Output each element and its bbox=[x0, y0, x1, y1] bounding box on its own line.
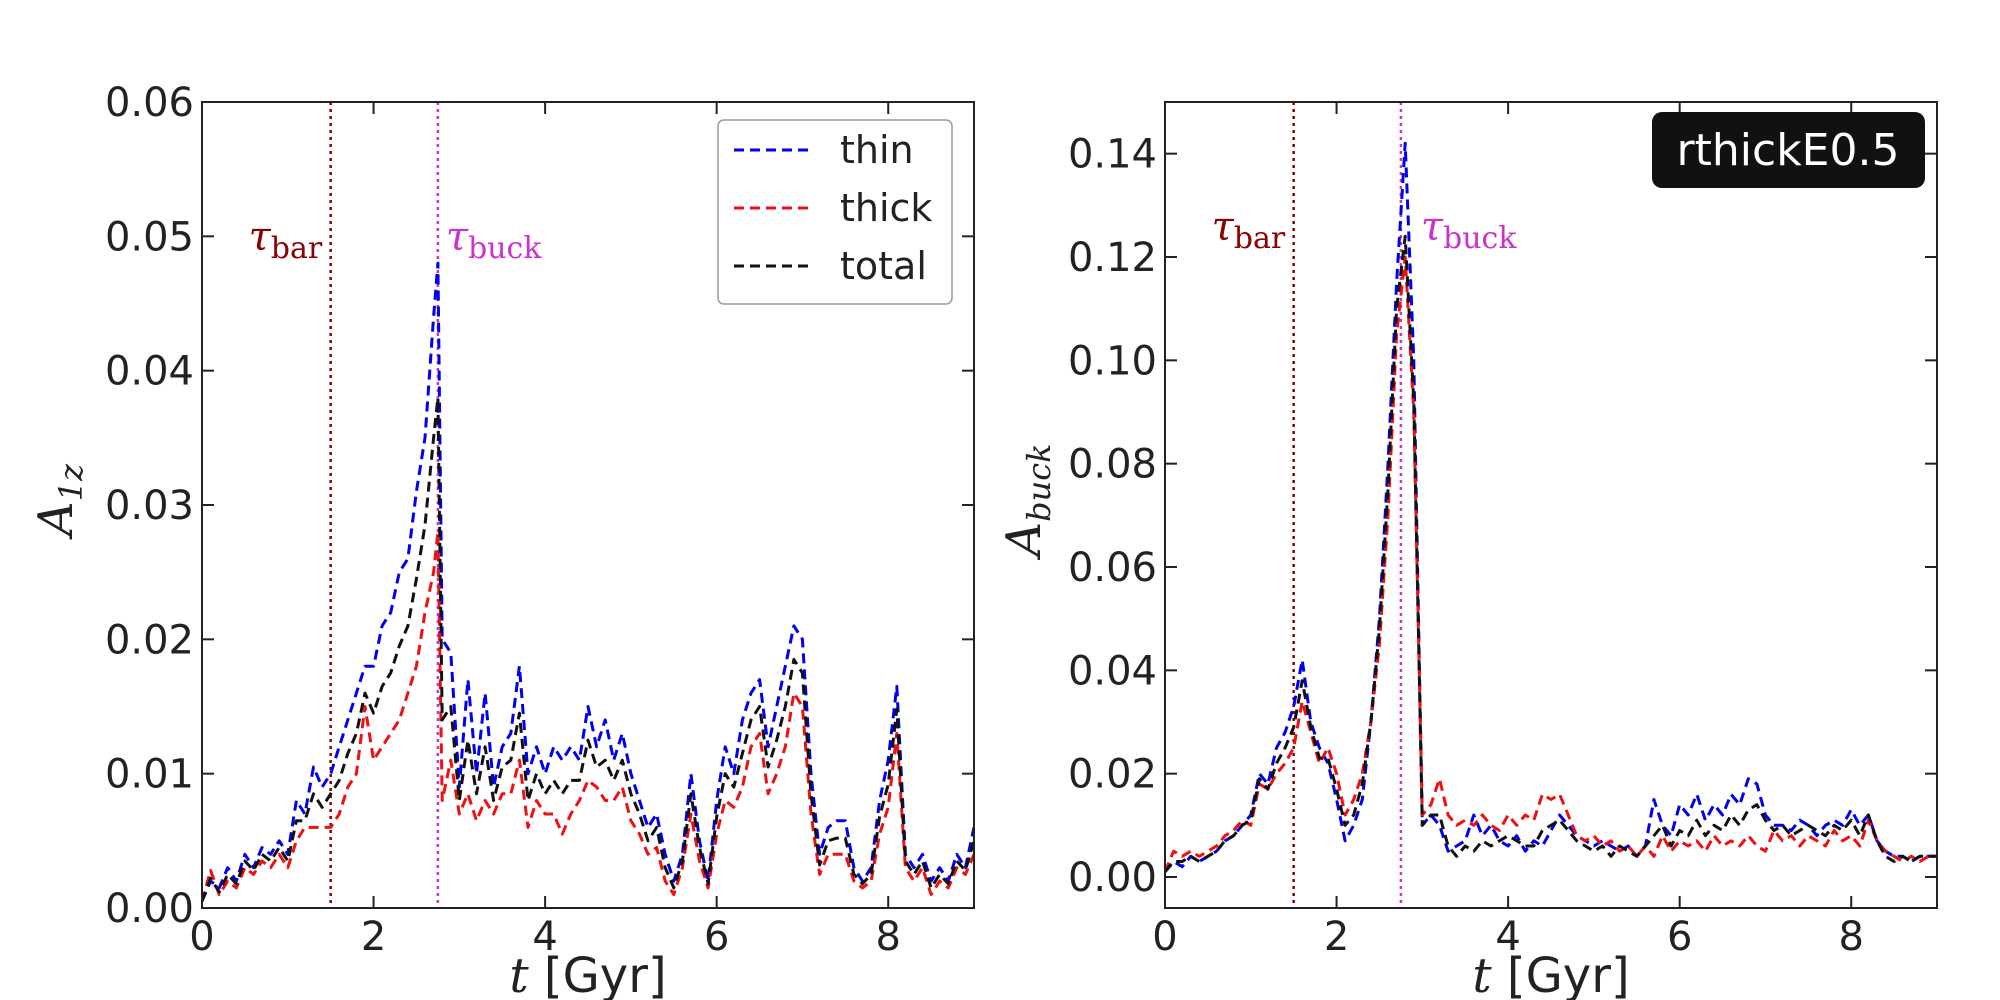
y-tick-label: 0.14 bbox=[1068, 132, 1157, 178]
y-axis-label: A1z bbox=[28, 463, 90, 540]
series-line-thick bbox=[202, 530, 974, 902]
x-tick-label: 0 bbox=[1152, 914, 1177, 960]
x-axis-label: t [Gyr] bbox=[509, 948, 666, 1000]
series-line-total bbox=[1165, 234, 1937, 873]
y-tick-label: 0.04 bbox=[105, 349, 194, 395]
y-tick-label: 0.05 bbox=[105, 214, 194, 260]
right-panel: 0 2 4 6 8 0.00 0.02 0.04 0.06 0.08 0.10 0.12 0.14 t [… bbox=[996, 101, 1938, 1000]
x-tick-label: 8 bbox=[1838, 914, 1863, 960]
y-tick-label: 0.06 bbox=[105, 80, 194, 126]
legend-box bbox=[717, 119, 953, 305]
y-tick-label: 0.02 bbox=[1068, 752, 1157, 798]
legend-label-total: total bbox=[840, 244, 927, 288]
x-tick-label: 6 bbox=[1667, 914, 1692, 960]
series-line-thick bbox=[1165, 255, 1937, 873]
y-tick-label: 0.04 bbox=[1068, 648, 1157, 694]
x-tick-label: 8 bbox=[875, 914, 900, 960]
y-axis-label: Abuck bbox=[996, 443, 1058, 560]
y-tick-label: 0.12 bbox=[1068, 235, 1157, 281]
y-tick-label: 0.01 bbox=[105, 752, 194, 798]
y-tick-label: 0.08 bbox=[1068, 442, 1157, 488]
legend: thin thick total bbox=[717, 119, 953, 305]
x-tick-label: 6 bbox=[704, 914, 729, 960]
y-tick-label: 0.10 bbox=[1068, 338, 1157, 384]
annotation-tau-bar: τbar bbox=[249, 214, 323, 266]
annotation-tau-buck: τbuck bbox=[1421, 204, 1517, 256]
x-tick-label: 4 bbox=[532, 914, 557, 960]
x-tick-label: 4 bbox=[1495, 914, 1520, 960]
badge-label: rthickE0.5 bbox=[1677, 125, 1900, 176]
x-tick-label: 0 bbox=[189, 914, 214, 960]
legend-label-thick: thick bbox=[840, 186, 932, 230]
series-line-thin bbox=[202, 261, 974, 902]
series-group bbox=[202, 261, 974, 902]
x-tick-label: 2 bbox=[361, 914, 386, 960]
y-tick-label: 0.06 bbox=[1068, 545, 1157, 591]
series-group bbox=[1165, 141, 1937, 873]
left-panel: 0 2 4 6 8 0.00 0.01 0.02 0.03 0.04 0.05 0.06 t [Gyr]… bbox=[28, 80, 975, 1000]
annotation-tau-bar: τbar bbox=[1212, 204, 1286, 256]
badge: rthickE0.5 bbox=[1652, 112, 1925, 188]
x-tick-label: 2 bbox=[1324, 914, 1349, 960]
legend-label-thin: thin bbox=[840, 128, 914, 172]
y-tick-label: 0.03 bbox=[105, 483, 194, 529]
y-tick-label: 0.02 bbox=[105, 617, 194, 663]
y-tick-label: 0.00 bbox=[105, 886, 194, 932]
annotation-tau-buck: τbuck bbox=[446, 214, 542, 266]
y-tick-label: 0.00 bbox=[1068, 855, 1157, 901]
badge-background bbox=[1652, 112, 1925, 188]
series-line-total bbox=[202, 396, 974, 902]
x-axis-label: t [Gyr] bbox=[1472, 948, 1629, 1000]
axes-frame bbox=[1164, 101, 1938, 909]
